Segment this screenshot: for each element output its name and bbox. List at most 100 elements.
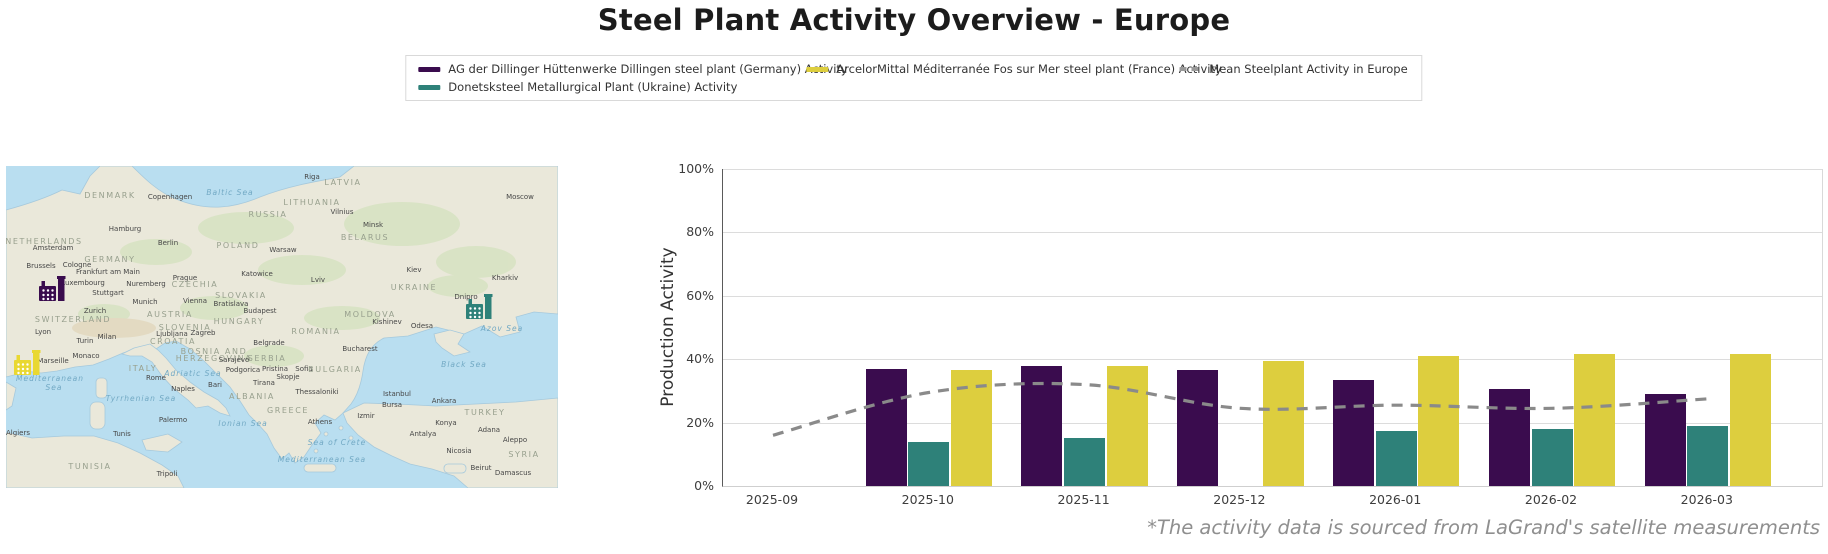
map-label-city: Cologne [63,261,92,269]
x-axis-tick-label: 2026-03 [1680,492,1733,507]
map-label-city: Luxembourg [61,279,105,287]
source-caption: *The activity data is sourced from LaGra… [1147,516,1820,539]
legend-item-label: Mean Steelplant Activity in Europe [1209,62,1408,76]
bar-dillinger[interactable] [1177,370,1219,486]
bar-arcelormittal[interactable] [1106,365,1148,486]
map-label-city: Copenhagen [148,193,192,201]
map-label-city: Budapest [243,307,276,315]
map-label-country: RUSSIA [248,210,287,219]
map-label-city: Milan [98,333,117,341]
factory-marker-icon[interactable] [14,350,41,375]
map-label-city: Aleppo [503,436,527,444]
bar-donetsksteel[interactable] [1531,428,1573,486]
map-label-city: Warsaw [269,246,297,254]
map-label-city: Zagreb [190,329,216,337]
map-label-city: Sarajevo [219,356,250,364]
map-label-city: Algiers [6,429,30,437]
legend-item-dillinger[interactable]: AG der Dillinger Hüttenwerke Dillingen s… [418,62,848,76]
map-labels: Riga LATVIA Baltic Sea DENMARK Copenhagen Mos… [6,173,539,478]
map-label-city: Odesa [411,322,433,330]
map-label-city: Izmir [357,412,375,420]
bar-arcelormittal[interactable] [1574,354,1616,486]
map-label-city: Skopje [276,373,299,381]
map-label-city: Athens [308,418,333,426]
bar-donetsksteel[interactable] [1064,438,1106,486]
map-label-country: CZECHIA [172,280,219,289]
map-label-city: Berlin [158,239,178,247]
map-label-country: GREECE [267,406,309,415]
map-label-city: Vienna [183,297,207,305]
series-color-swatch-icon [806,66,829,72]
map-label-city: Bucharest [342,345,377,353]
y-axis-tick-label: 80% [686,224,714,240]
map-label-country: SERBIA [248,354,287,363]
map-label-country: SYRIA [508,450,539,459]
map-label-city: Munich [132,298,157,306]
legend-item-arcelormittal[interactable]: ArcelorMittal Méditerranée Fos sur Mer s… [806,62,1222,76]
gridline [723,232,1822,234]
x-axis-tick-label: 2026-02 [1524,492,1578,507]
legend-item-label: AG der Dillinger Hüttenwerke Dillingen s… [448,62,848,76]
map-label-city: Nicosia [446,447,471,455]
map-label-city: Marseille [37,357,68,365]
x-axis-tick-label: 2025-12 [1213,492,1266,507]
map-label-city: Kiev [407,266,422,274]
mean-activity-dashed-line[interactable] [772,381,1708,437]
y-axis-tick-label: 0% [694,478,714,493]
legend-item-donetsksteel[interactable]: Donetsksteel Metallurgical Plant (Ukrain… [418,80,778,94]
map-label-sea: Baltic Sea [206,188,253,197]
map-label-country: ITALY [129,364,157,373]
chart-legend: AG der Dillinger Hüttenwerke Dillingen s… [405,55,1423,101]
map-label-country: HERZEGOVINA [176,354,252,363]
map-label-city: Lyon [35,328,51,336]
bar-dillinger[interactable] [865,368,907,486]
map-label-city: Ankara [432,397,457,405]
map-label-country: CROATIA [150,337,196,346]
map-label-city: Adana [478,426,500,434]
gridline [723,295,1822,297]
map-label-city: Tirana [252,379,275,387]
map-label-country: ALBANIA [229,392,275,401]
bar-arcelormittal[interactable] [1262,360,1304,486]
map-label-city: Belgrade [253,339,284,347]
bar-arcelormittal[interactable] [1418,356,1460,486]
map-label-city: Vilnius [331,208,354,216]
y-axis-tick-label: 60% [686,287,714,303]
map-label-city: Bursa [382,401,402,409]
legend-item-label: Donetsksteel Metallurgical Plant (Ukrain… [448,80,738,94]
bar-donetsksteel[interactable] [1687,425,1729,486]
bar-donetsksteel[interactable] [908,441,950,486]
map-label-city: Stuttgart [92,289,124,297]
map-label-country: HUNGARY [214,317,265,326]
map-label-city: Minsk [363,221,384,229]
map-label-city: Rome [146,374,166,382]
map-label-city: Zurich [84,307,106,315]
bar-arcelormittal[interactable] [1730,354,1771,486]
map-label-city: Amsterdam [33,244,74,252]
map-terrain [6,166,558,488]
factory-marker-icon[interactable] [39,276,66,301]
map-label-city: Tunis [112,430,131,438]
map-label-city: Kishinev [372,318,401,326]
map-label-city: Damascus [495,469,532,477]
map-label-city: Tripoli [156,470,178,478]
y-axis-title: Production Activity [658,247,678,407]
map-label-city: Lviv [311,276,325,284]
bar-dillinger[interactable] [1333,379,1374,486]
map-label-sea: Mediterranean Sea [278,455,366,464]
bar-dillinger[interactable] [1488,389,1530,486]
map-label-sea: Azov Sea [480,324,523,333]
factory-marker-icon[interactable] [466,294,493,319]
y-axis-tick-label: 100% [678,161,714,176]
bar-dillinger[interactable] [1021,365,1063,486]
legend-item-mean[interactable]: Mean Steelplant Activity in Europe [1179,62,1408,76]
map-label-sea: Sea [46,383,63,392]
bar-dillinger[interactable] [1644,394,1686,486]
map-label-country: NETHERLANDS [6,237,83,246]
bar-donetsksteel[interactable] [1375,430,1417,486]
map-label-sea: Sea of Crete [308,438,366,447]
map-label-sea: Tyrrhenian Sea [106,394,176,403]
europe-map[interactable]: Riga LATVIA Baltic Sea DENMARK Copenhagen Mos… [6,166,558,488]
map-label-city: Ljubljana [156,330,188,338]
